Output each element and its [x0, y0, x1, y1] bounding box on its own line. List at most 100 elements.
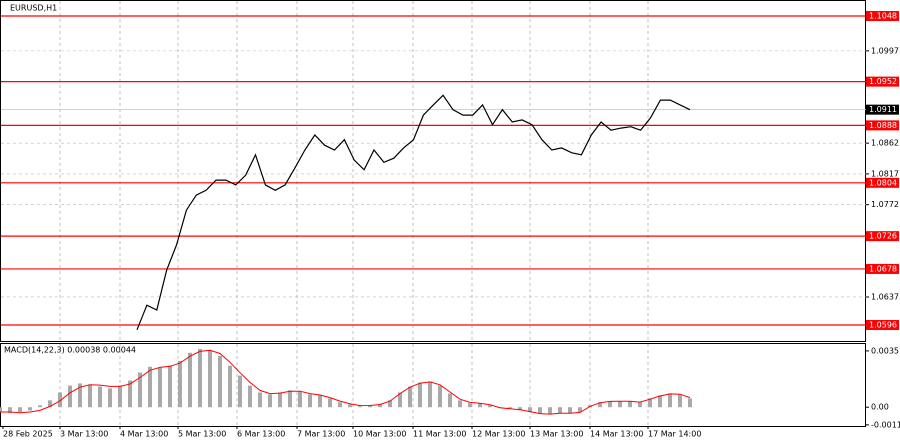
price-panel — [0, 0, 866, 342]
macd-bar — [358, 406, 362, 408]
macd-bar — [48, 400, 52, 408]
macd-bar — [148, 366, 152, 408]
macd-bar — [288, 390, 292, 408]
macd-bar — [268, 394, 272, 408]
x-tick-label: 28 Feb 2025 — [3, 430, 53, 439]
macd-bar — [318, 395, 322, 408]
y-tick-label: 1.0817 — [871, 169, 899, 178]
macd-bar — [518, 407, 522, 411]
macd-bar — [328, 398, 332, 408]
x-tick-label: 11 Mar 13:00 — [413, 430, 466, 439]
current-price-box — [866, 104, 899, 115]
macd-panel — [0, 343, 866, 427]
macd-bar — [438, 385, 442, 408]
y-tick-label: 1.0862 — [871, 139, 899, 148]
macd-bar — [208, 349, 212, 408]
macd-bar — [628, 401, 632, 408]
macd-bar — [118, 385, 122, 408]
macd-bar — [508, 407, 512, 410]
macd-bar — [28, 407, 32, 411]
macd-bar — [388, 400, 392, 408]
macd-bar — [398, 392, 402, 408]
macd-bar — [248, 385, 252, 408]
x-tick-label: 12 Mar 13:00 — [472, 430, 525, 439]
macd-bar — [138, 372, 142, 408]
macd-bar — [478, 403, 482, 408]
x-tick-label: 4 Mar 13:00 — [120, 430, 168, 439]
x-tick-label: 3 Mar 13:00 — [60, 430, 108, 439]
macd-bar — [168, 365, 172, 408]
level-label-box — [866, 320, 899, 331]
macd-bar — [668, 393, 672, 408]
macd-bar — [548, 407, 552, 415]
level-label: 1.0804 — [869, 178, 897, 187]
macd-bar — [98, 386, 102, 408]
macd-bar — [78, 383, 82, 408]
chart-title: EURUSD,H1 — [10, 4, 57, 13]
macd-bar — [348, 404, 352, 408]
macd-bar — [228, 365, 232, 408]
macd-bar — [458, 400, 462, 408]
macd-title: MACD(14,22,3) 0.00038 0.00044 — [4, 346, 136, 355]
level-label-box — [866, 10, 899, 21]
level-label-box — [866, 76, 899, 87]
x-tick-label: 13 Mar 13:00 — [530, 430, 583, 439]
level-label: 1.0596 — [869, 321, 897, 330]
macd-bar — [308, 394, 312, 408]
macd-bar — [18, 407, 22, 413]
macd-bar — [648, 398, 652, 408]
macd-bar — [558, 407, 562, 414]
macd-bar — [158, 367, 162, 408]
macd-bar — [38, 405, 42, 408]
x-tick-label: 17 Mar 14:00 — [648, 430, 701, 439]
macd-bar — [108, 388, 112, 408]
macd-bar — [418, 382, 422, 408]
y-tick-label: 1.0997 — [871, 46, 899, 55]
macd-bar — [368, 405, 372, 408]
macd-bar — [178, 360, 182, 408]
macd-bar — [638, 402, 642, 408]
macd-bar — [338, 402, 342, 408]
macd-bar — [408, 386, 412, 408]
macd-bar — [468, 403, 472, 408]
macd-bar — [58, 392, 62, 408]
macd-bar — [528, 407, 532, 413]
level-label-box — [866, 177, 899, 188]
macd-bar — [188, 352, 192, 408]
y-tick-label: 1.0637 — [871, 292, 899, 301]
macd-bar — [88, 384, 92, 408]
macd-bar — [688, 398, 692, 408]
level-label: 1.1048 — [869, 11, 897, 20]
macd-bar — [218, 355, 222, 408]
x-tick-label: 14 Mar 13:00 — [590, 430, 643, 439]
level-label-box — [866, 231, 899, 242]
macd-bar — [198, 348, 202, 408]
level-label-box — [866, 120, 899, 131]
macd-bar — [128, 380, 132, 408]
macd-bar — [608, 401, 612, 408]
y-tick-label: 0.00351 — [871, 346, 900, 355]
macd-bar — [658, 395, 662, 408]
macd-bar — [378, 404, 382, 408]
level-label-box — [866, 263, 899, 274]
macd-bar — [578, 407, 582, 413]
macd-bar — [448, 393, 452, 408]
macd-bar — [678, 394, 682, 408]
x-tick-label: 10 Mar 13:00 — [353, 430, 406, 439]
macd-bar — [68, 385, 72, 408]
macd-bar — [258, 392, 262, 408]
y-tick-label: 1.0772 — [871, 200, 899, 209]
macd-bar — [618, 401, 622, 408]
macd-bar — [428, 381, 432, 408]
level-label: 1.0678 — [869, 264, 897, 273]
macd-bar — [298, 391, 302, 408]
price-line — [136, 94, 691, 331]
x-tick-label: 5 Mar 13:00 — [178, 430, 226, 439]
level-label: 1.0952 — [869, 77, 897, 86]
y-tick-label: -0.0011 — [871, 420, 900, 429]
current-price-label: 1.0911 — [869, 105, 897, 114]
level-label: 1.0726 — [869, 232, 897, 241]
macd-bar — [488, 405, 492, 408]
